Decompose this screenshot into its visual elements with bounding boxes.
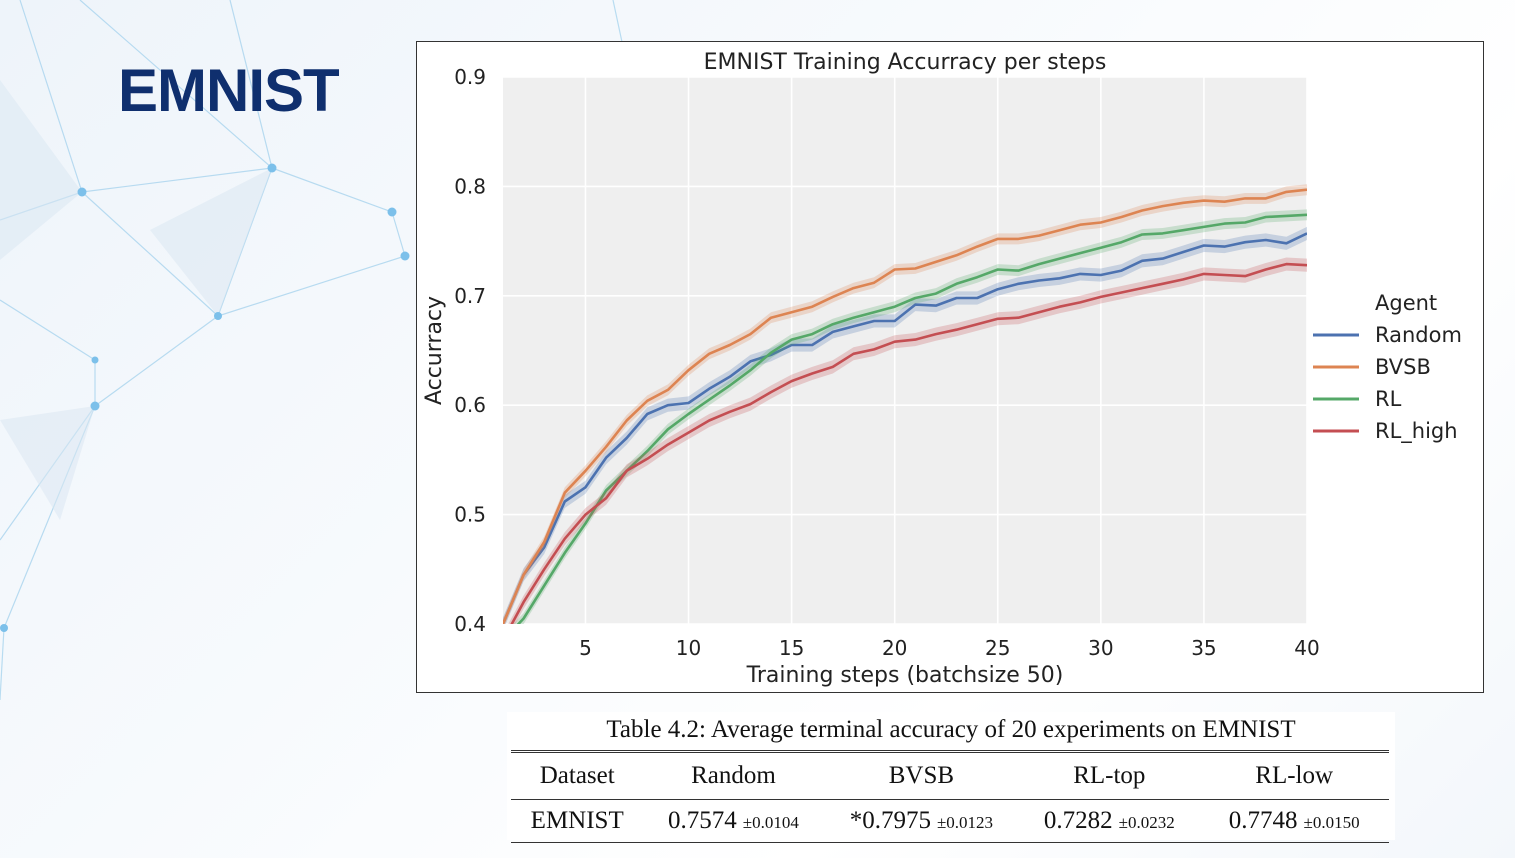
confidence-band-random (503, 226, 1307, 624)
y-axis-label: Accurracy (422, 296, 447, 405)
confidence-band-rl_high (508, 257, 1307, 624)
x-tick-label: 30 (1088, 636, 1113, 660)
line-chart: 5 10 15 20 25 30 35 40 0.4 0.5 0.6 0.7 0.8 0.9 EMNIST … (422, 50, 1462, 688)
cell-std: ±0.0150 (1303, 813, 1360, 832)
x-tick-label: 20 (882, 636, 907, 660)
slide-title: EMNIST (118, 57, 340, 124)
cell-value: 0.7748 (1228, 807, 1298, 834)
x-tick-label: 35 (1191, 636, 1216, 660)
column-header-random: Random (643, 751, 824, 800)
cell-rl-low: 0.7748 ±0.0150 (1199, 799, 1389, 843)
series-line-random (503, 232, 1307, 624)
column-header-rl-low: RL-low (1199, 751, 1389, 800)
series-group (503, 184, 1307, 624)
x-tick-label: 40 (1294, 636, 1319, 660)
table-row: EMNIST 0.7574 ±0.0104 *0.7975 ±0.0123 0.72… (511, 799, 1389, 843)
x-tick-label: 5 (579, 636, 592, 660)
series-line-rl (516, 213, 1307, 624)
plot-area (503, 77, 1307, 624)
x-axis-label: Training steps (batchsize 50) (746, 663, 1064, 688)
column-header-bvsb: BVSB (823, 751, 1020, 800)
column-header-dataset: Dataset (511, 751, 644, 800)
column-header-rl-top: RL-top (1019, 751, 1200, 800)
series-line-rl_high (510, 262, 1307, 624)
cell-std: ±0.0232 (1118, 813, 1175, 832)
legend-label-random: Random (1375, 323, 1462, 347)
legend-label-bvsb: BVSB (1375, 355, 1431, 379)
cell-value: 0.7574 (668, 807, 737, 834)
cell-std: ±0.0123 (936, 813, 994, 832)
y-tick-label: 0.8 (454, 174, 486, 198)
series-line-bvsb (503, 188, 1307, 624)
confidence-band-bvsb (503, 184, 1307, 624)
cell-random: 0.7574 ±0.0104 (643, 799, 824, 843)
cell-rl-top: 0.7282 ±0.0232 (1019, 799, 1200, 843)
legend-label-rl: RL (1375, 387, 1402, 411)
table-header-row: Dataset Random BVSB RL-top RL-low (511, 751, 1389, 800)
y-tick-label: 0.6 (454, 393, 486, 417)
y-tick-label: 0.7 (454, 284, 486, 308)
legend-label-rl_high: RL_high (1375, 419, 1458, 444)
x-tick-label: 25 (985, 636, 1010, 660)
chart-frame: 5 10 15 20 25 30 35 40 0.4 0.5 0.6 0.7 0.8 0.9 EMNIST … (416, 41, 1484, 693)
y-tick-label: 0.9 (454, 65, 486, 89)
cell-value: 0.7282 (1043, 807, 1113, 834)
x-tick-label: 15 (779, 636, 804, 660)
cell-dataset: EMNIST (511, 799, 644, 843)
cell-value: *0.7975 (849, 807, 931, 834)
cell-bvsb: *0.7975 ±0.0123 (823, 799, 1020, 843)
y-tick-label: 0.5 (454, 503, 486, 527)
y-tick-label: 0.4 (454, 612, 486, 636)
legend-title: Agent (1375, 291, 1437, 315)
results-table-container: Table 4.2: Average terminal accuracy of … (507, 712, 1395, 843)
x-tick-label: 10 (676, 636, 701, 660)
chart-title: EMNIST Training Accurracy per steps (704, 50, 1107, 75)
cell-std: ±0.0104 (742, 813, 799, 832)
results-table: Dataset Random BVSB RL-top RL-low EMNIST… (511, 750, 1389, 843)
table-caption: Table 4.2: Average terminal accuracy of … (606, 716, 1296, 743)
